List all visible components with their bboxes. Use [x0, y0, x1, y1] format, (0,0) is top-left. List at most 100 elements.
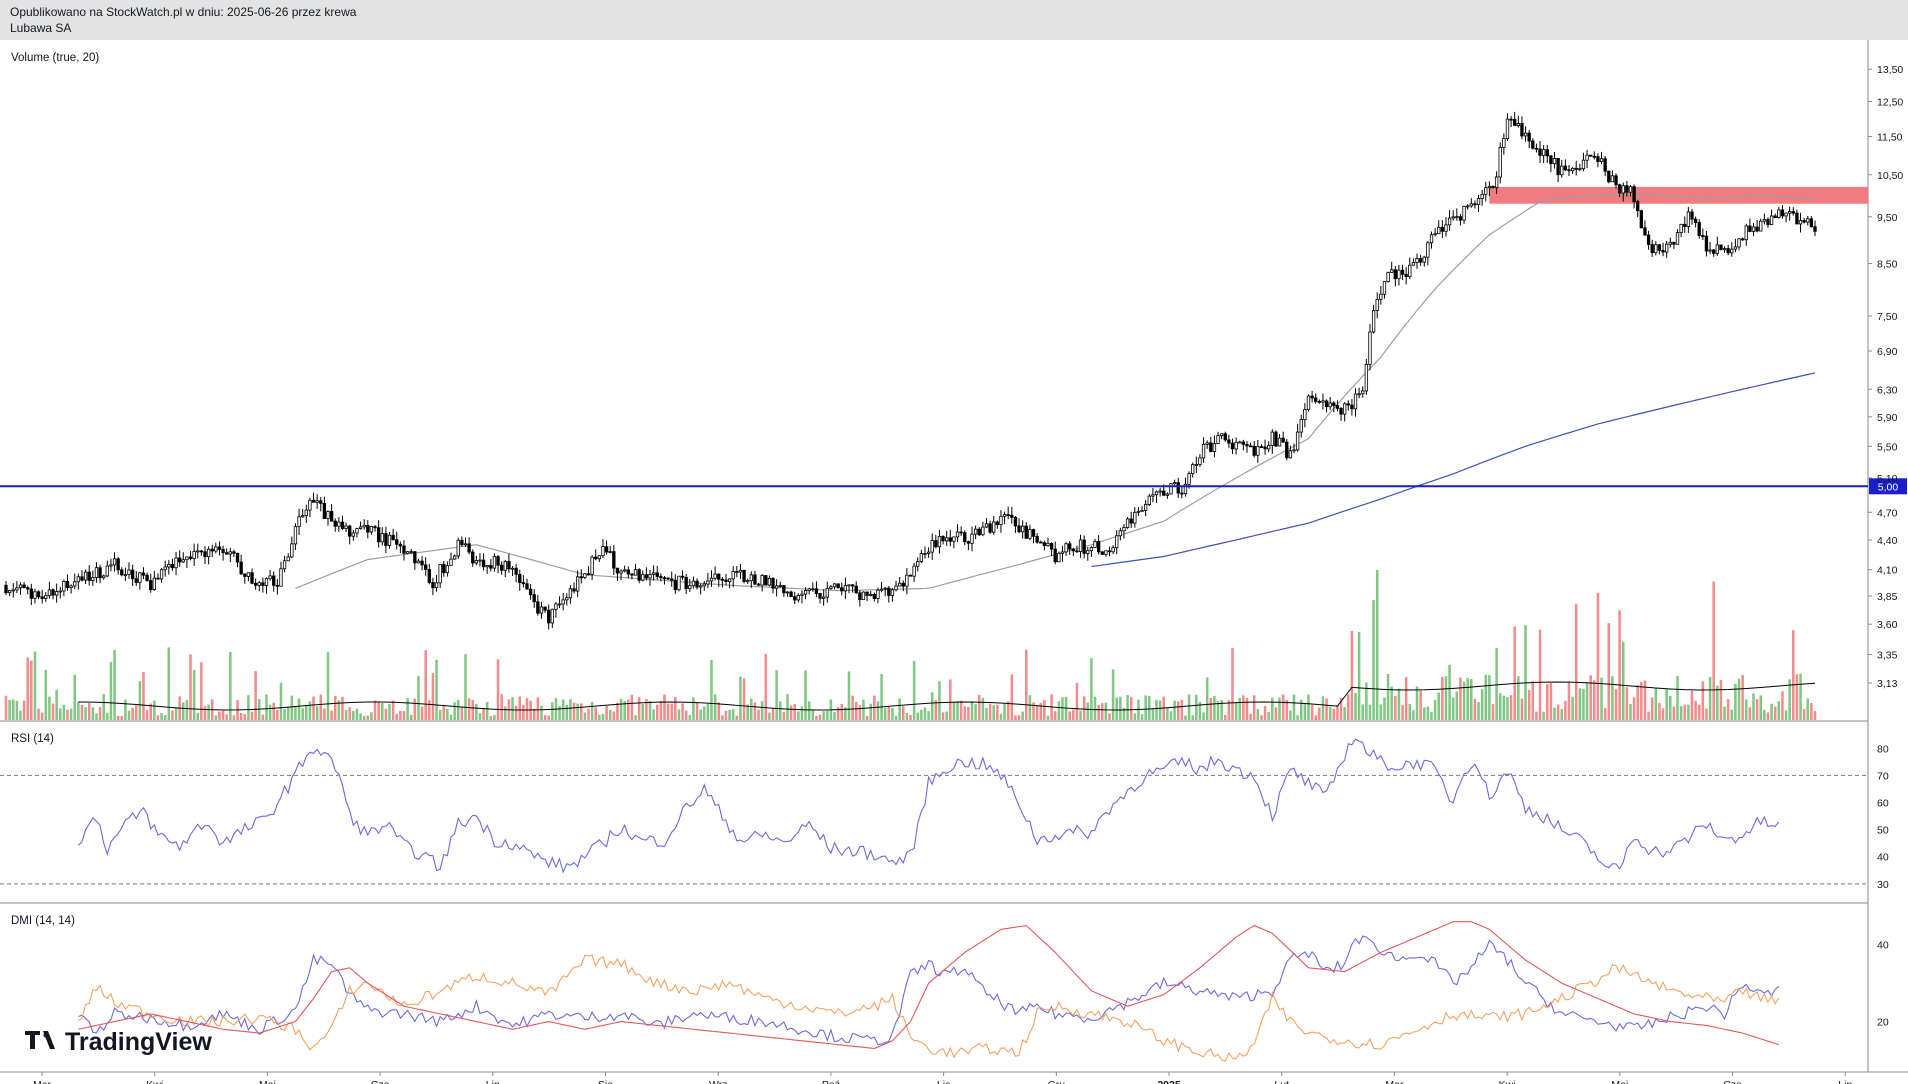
candle-body: [952, 536, 956, 542]
volume-bar: [1035, 705, 1039, 720]
candle-body: [1104, 550, 1108, 555]
candle-body: [850, 584, 855, 587]
candle-body: [623, 569, 627, 572]
candle-body: [206, 548, 211, 558]
price-tick-label: 3,85: [1877, 591, 1898, 603]
volume-bar: [370, 712, 373, 720]
volume-bar: [1231, 647, 1234, 720]
candle-body: [471, 551, 475, 564]
volume-bar: [1611, 676, 1614, 720]
volume-bar: [1517, 676, 1520, 720]
volume-bar: [1129, 697, 1133, 720]
volume-bar: [641, 703, 645, 720]
volume-bar: [1014, 715, 1017, 720]
candle-body: [1053, 548, 1057, 563]
volume-bar: [1336, 705, 1339, 720]
candle-body: [861, 591, 866, 601]
volume-bar: [880, 673, 883, 720]
volume-bar: [113, 649, 116, 720]
volume-bar: [558, 705, 561, 720]
candle-body: [243, 573, 247, 577]
volume-bar: [1650, 697, 1654, 720]
candle-body: [1357, 393, 1361, 396]
time-tick-label: Paź: [822, 1079, 840, 1084]
candle-body: [1212, 443, 1217, 452]
volume-bar: [1209, 697, 1213, 720]
candle-body: [188, 556, 193, 559]
volume-bar: [229, 652, 232, 720]
volume-bar: [1625, 687, 1629, 720]
volume-bar: [1734, 683, 1737, 720]
volume-bar: [1184, 715, 1187, 720]
candle-body: [1451, 216, 1455, 219]
candle-body: [221, 549, 225, 554]
candle-body: [268, 575, 272, 580]
candle-body: [413, 551, 417, 564]
candle-body: [1552, 158, 1557, 165]
volume-bar: [116, 715, 120, 720]
volume-bar: [80, 704, 84, 720]
volume-bar: [413, 698, 417, 720]
volume-bar: [1448, 664, 1451, 720]
volume-bar: [366, 715, 370, 720]
volume-bar: [308, 701, 312, 720]
volume-bar: [420, 706, 424, 720]
candle-body: [174, 557, 178, 569]
volume-bar: [543, 715, 547, 720]
candle-body: [1248, 445, 1253, 448]
candle-body: [984, 523, 989, 528]
volume-bar: [30, 660, 33, 720]
candle-body: [1375, 299, 1379, 311]
price-tick-label: 7,50: [1877, 311, 1898, 323]
volume-bar: [862, 699, 865, 720]
volume-bar: [243, 714, 247, 720]
volume-bar: [634, 715, 637, 720]
candle-body: [1288, 450, 1293, 459]
candle-body: [181, 559, 185, 563]
candle-body: [1679, 223, 1683, 233]
candle-body: [196, 550, 200, 553]
candle-body: [420, 560, 424, 566]
volume-bar: [485, 701, 489, 720]
candle-body: [1415, 258, 1419, 263]
volume-bar: [883, 708, 887, 720]
volume-bar: [844, 707, 847, 720]
candle-body: [1328, 402, 1332, 408]
volume-bar: [239, 713, 243, 720]
rsi-tick-label: 50: [1877, 825, 1889, 837]
volume-bar: [1133, 713, 1137, 720]
volume-bar: [721, 715, 724, 720]
volume-bar: [1632, 697, 1636, 720]
price-tick-label: 4,10: [1877, 565, 1898, 577]
volume-bar: [1303, 703, 1307, 720]
volume-bar: [764, 653, 768, 720]
volume-bar: [1307, 694, 1310, 720]
volume-pane-label: Volume (true, 20): [11, 52, 99, 64]
volume-bar: [901, 706, 905, 720]
candle-body: [941, 535, 945, 542]
chart-canvas[interactable]: 5,00 80 70 60 50 40 30 40 20 13,50 12,50 11,50 10…: [0, 40, 1908, 1084]
volume-bar: [912, 660, 916, 720]
volume-bar: [1564, 700, 1567, 720]
volume-bar: [1618, 610, 1621, 720]
volume-bar: [684, 710, 688, 720]
published-info: Opublikowano na StockWatch.pl w dniu: 20…: [10, 5, 357, 19]
candle-body: [981, 526, 985, 536]
volume-bar: [464, 654, 467, 720]
volume-bar: [1813, 711, 1817, 720]
candle-body: [926, 551, 931, 554]
candle-body: [105, 565, 109, 577]
rsi-tick-label: 30: [1877, 879, 1889, 891]
volume-bar: [1368, 704, 1372, 720]
candle-body: [865, 591, 869, 596]
candle-body: [673, 579, 677, 591]
time-tick-label: Lip: [486, 1079, 500, 1084]
candle-body: [1657, 244, 1662, 251]
candle-body: [1006, 514, 1010, 517]
horizontal-line-layer[interactable]: 5,00: [0, 478, 1907, 495]
candle-body: [1751, 226, 1756, 232]
volume-bar: [1705, 708, 1708, 720]
candle-body: [1596, 156, 1600, 162]
candle-body: [76, 576, 81, 583]
candle-body: [405, 551, 410, 554]
